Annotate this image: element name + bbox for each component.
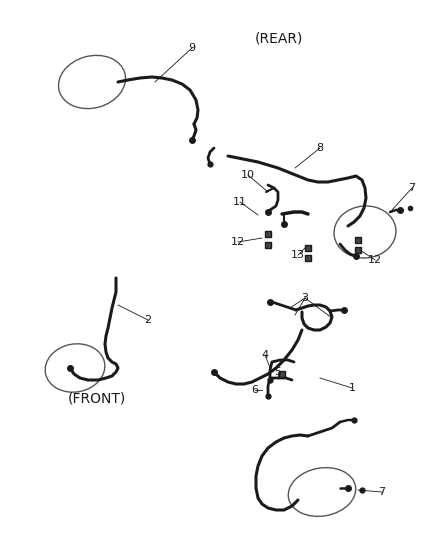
Text: 6: 6: [251, 385, 258, 395]
Text: 5: 5: [275, 367, 282, 377]
Text: 7: 7: [409, 183, 416, 193]
Text: 11: 11: [233, 197, 247, 207]
Text: 4: 4: [261, 350, 268, 360]
Text: 3: 3: [301, 293, 308, 303]
Text: 1: 1: [349, 383, 356, 393]
Text: 10: 10: [241, 170, 255, 180]
Text: 12: 12: [231, 237, 245, 247]
Text: 8: 8: [316, 143, 324, 153]
Text: (FRONT): (FRONT): [68, 392, 126, 406]
Text: 12: 12: [368, 255, 382, 265]
Text: 9: 9: [188, 43, 195, 53]
Text: 7: 7: [378, 487, 385, 497]
Text: 2: 2: [145, 315, 152, 325]
Text: 13: 13: [291, 250, 305, 260]
Text: (REAR): (REAR): [255, 32, 304, 46]
